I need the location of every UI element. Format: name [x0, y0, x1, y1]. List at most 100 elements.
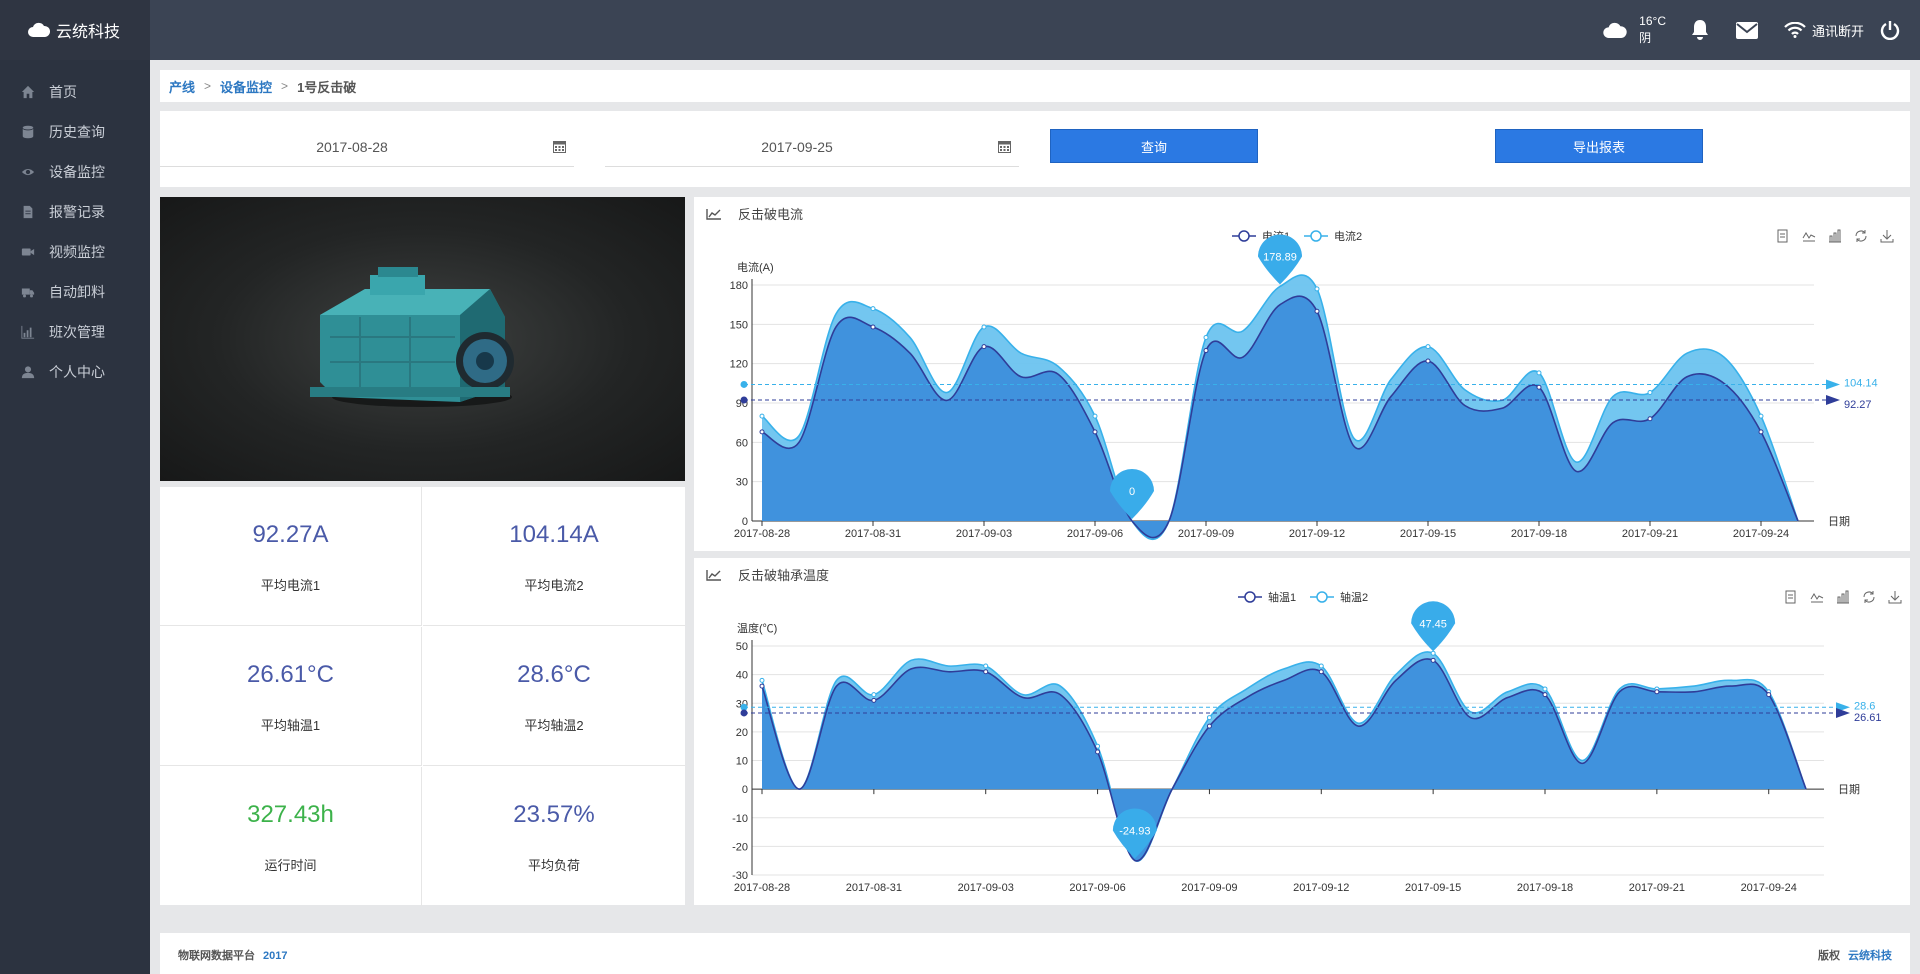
y-tick-label: 10 [736, 756, 748, 768]
data-point[interactable] [1542, 686, 1548, 692]
data-point[interactable] [1654, 689, 1660, 695]
sidebar-item-truck[interactable]: 自动卸料 [0, 272, 150, 312]
data-view-icon[interactable] [1777, 229, 1788, 243]
series-line-电流2[interactable] [761, 274, 1799, 541]
data-point[interactable] [870, 324, 876, 330]
y-tick-label: 40 [736, 670, 748, 682]
data-point[interactable] [1425, 344, 1431, 350]
breadcrumb-item-device-monitor[interactable]: 设备监控 [220, 79, 273, 95]
sidebar-item-eye[interactable]: 设备监控 [0, 152, 150, 192]
sidebar-item-video[interactable]: 视频监控 [0, 232, 150, 272]
start-date-input[interactable]: 2017-08-28 [160, 127, 574, 167]
sidebar-item-bar-chart[interactable]: 班次管理 [0, 312, 150, 352]
data-point[interactable] [1766, 692, 1772, 698]
stat-value: 104.14A [509, 521, 599, 548]
sidebar-item-home[interactable]: 首页 [0, 72, 150, 112]
y-tick-label: 60 [736, 437, 748, 449]
data-point[interactable] [1318, 669, 1324, 675]
data-point[interactable] [759, 683, 765, 689]
brand[interactable]: 云统科技 [0, 0, 150, 60]
stat-avg-current-1: 92.27A 平均电流1 [160, 487, 422, 626]
legend-item-电流2[interactable]: 电流2 [1304, 229, 1362, 243]
sidebar: 首页历史查询设备监控报警记录 视频监控 自动卸料 班次管理 个人中心 [0, 60, 150, 974]
data-point[interactable] [1206, 715, 1212, 721]
calendar-icon[interactable] [989, 140, 1019, 153]
x-tick-label: 2017-09-15 [1405, 882, 1461, 894]
data-point[interactable] [759, 413, 765, 419]
data-point[interactable] [981, 344, 987, 350]
home-icon [20, 84, 36, 100]
series-line-电流1[interactable] [761, 295, 1799, 539]
export-report-button[interactable]: 导出报表 [1495, 129, 1703, 163]
line-type-icon[interactable] [1802, 232, 1816, 242]
data-point[interactable] [1092, 413, 1098, 419]
max-marker: 178.89 [1258, 234, 1302, 285]
bar-type-icon[interactable] [1837, 590, 1849, 604]
query-button[interactable]: 查询 [1050, 129, 1258, 163]
data-point[interactable] [1758, 429, 1764, 435]
messages-button[interactable] [1735, 21, 1758, 39]
sidebar-item-document[interactable]: 报警记录 [0, 192, 150, 232]
stat-label: 平均电流1 [260, 578, 321, 593]
data-point[interactable] [1318, 663, 1324, 669]
data-point[interactable] [1647, 416, 1653, 422]
data-point[interactable] [1425, 358, 1431, 364]
x-tick-label: 2017-09-21 [1629, 882, 1685, 894]
calendar-icon[interactable] [544, 140, 574, 153]
sidebar-item-user[interactable]: 个人中心 [0, 352, 150, 392]
data-point[interactable] [1647, 390, 1653, 396]
notification-button[interactable] [1690, 19, 1710, 41]
data-point[interactable] [1314, 286, 1320, 292]
marker-pin-label: 47.45 [1419, 618, 1447, 630]
data-point[interactable] [1542, 692, 1548, 698]
breadcrumb-item-line[interactable]: 产线 [169, 79, 196, 95]
series-line-轴温2[interactable] [761, 651, 1807, 862]
data-point[interactable] [871, 692, 877, 698]
y-tick-label: 30 [736, 477, 748, 489]
power-icon [1880, 21, 1900, 40]
y-tick-label: -20 [732, 841, 748, 853]
data-point[interactable] [983, 663, 989, 669]
data-point[interactable] [759, 677, 765, 683]
legend-item-轴温2[interactable]: 轴温2 [1310, 590, 1368, 604]
sidebar-item-label: 设备监控 [49, 164, 105, 180]
x-tick-label: 2017-09-15 [1400, 528, 1456, 540]
data-point[interactable] [1314, 308, 1320, 314]
end-date-input[interactable]: 2017-09-25 [605, 127, 1019, 167]
bar-type-icon[interactable] [1829, 229, 1841, 243]
comm-status[interactable]: 通讯断开 [1784, 21, 1864, 40]
sidebar-item-label: 历史查询 [49, 124, 105, 140]
data-point[interactable] [1536, 370, 1542, 376]
data-point[interactable] [1430, 657, 1436, 663]
download-icon[interactable] [1880, 230, 1894, 243]
logout-button[interactable] [1880, 20, 1900, 40]
sidebar-item-database[interactable]: 历史查询 [0, 112, 150, 152]
data-point[interactable] [1203, 348, 1209, 354]
data-point[interactable] [1430, 650, 1436, 656]
data-point[interactable] [1536, 384, 1542, 390]
data-point[interactable] [871, 697, 877, 703]
line-type-icon[interactable] [1810, 593, 1824, 603]
footer-company[interactable]: 云统科技 [1848, 950, 1892, 962]
breadcrumb-current: 1号反击破 [297, 79, 357, 95]
data-point[interactable] [870, 306, 876, 312]
legend-item-轴温1[interactable]: 轴温1 [1238, 590, 1296, 604]
download-icon[interactable] [1888, 591, 1902, 604]
data-point[interactable] [1092, 429, 1098, 435]
data-view-icon[interactable] [1785, 590, 1796, 604]
refresh-icon[interactable] [1855, 230, 1867, 242]
data-point[interactable] [981, 324, 987, 330]
stat-avg-bearing-temp-2: 28.6°C 平均轴温2 [423, 627, 685, 766]
x-axis-title: 日期 [1828, 515, 1850, 528]
data-point[interactable] [1203, 334, 1209, 340]
data-point[interactable] [759, 429, 765, 435]
data-point[interactable] [1206, 723, 1212, 729]
data-point[interactable] [1758, 413, 1764, 419]
series-line-轴温1[interactable] [761, 658, 1807, 862]
data-point[interactable] [1095, 749, 1101, 755]
refresh-icon[interactable] [1863, 591, 1875, 603]
data-point[interactable] [983, 669, 989, 675]
x-tick-label: 2017-08-28 [734, 528, 790, 540]
